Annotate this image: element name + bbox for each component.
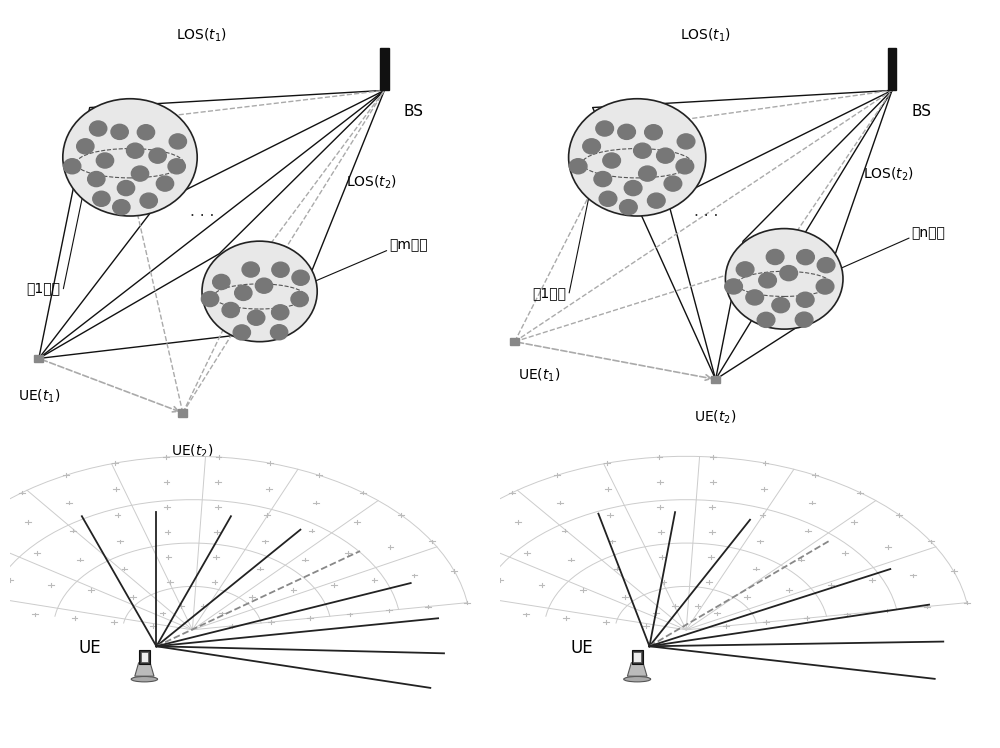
Polygon shape <box>627 663 647 676</box>
Circle shape <box>664 176 682 191</box>
Bar <box>510 338 519 346</box>
Circle shape <box>270 325 288 340</box>
Circle shape <box>235 285 252 301</box>
Text: UE($t_1$): UE($t_1$) <box>518 367 560 384</box>
Circle shape <box>111 124 128 139</box>
Circle shape <box>88 171 105 186</box>
Ellipse shape <box>624 676 651 682</box>
Circle shape <box>169 134 186 149</box>
Circle shape <box>594 171 612 186</box>
Circle shape <box>213 275 230 289</box>
Circle shape <box>131 166 149 181</box>
Circle shape <box>242 262 259 277</box>
Ellipse shape <box>131 676 158 682</box>
Circle shape <box>90 121 107 136</box>
Circle shape <box>797 250 814 265</box>
Text: BS: BS <box>404 104 424 119</box>
Circle shape <box>569 99 706 216</box>
Circle shape <box>596 121 614 136</box>
Circle shape <box>676 159 694 174</box>
Circle shape <box>766 249 784 265</box>
Text: LOS($t_1$): LOS($t_1$) <box>680 27 731 44</box>
Circle shape <box>817 257 835 273</box>
Circle shape <box>291 292 308 307</box>
Circle shape <box>624 180 642 196</box>
Text: UE($t_2$): UE($t_2$) <box>171 442 214 459</box>
Circle shape <box>77 139 94 154</box>
Circle shape <box>255 278 273 293</box>
Bar <box>139 650 150 664</box>
Circle shape <box>757 313 775 328</box>
Text: 第1个簇: 第1个簇 <box>532 286 566 300</box>
Text: 第m个簇: 第m个簇 <box>389 239 428 252</box>
Circle shape <box>233 325 250 340</box>
Circle shape <box>603 153 620 168</box>
Circle shape <box>248 310 265 325</box>
Circle shape <box>137 125 155 140</box>
Circle shape <box>677 134 695 149</box>
Text: UE($t_1$): UE($t_1$) <box>18 387 60 405</box>
Text: BS: BS <box>912 104 932 119</box>
Circle shape <box>772 298 790 313</box>
Polygon shape <box>135 663 154 676</box>
Bar <box>711 375 720 383</box>
Circle shape <box>736 262 754 277</box>
Text: UE: UE <box>570 639 593 657</box>
Circle shape <box>569 159 587 174</box>
Bar <box>178 409 187 417</box>
Circle shape <box>202 241 317 342</box>
Circle shape <box>645 125 662 140</box>
Circle shape <box>583 139 600 154</box>
Circle shape <box>201 292 219 307</box>
Text: · · ·: · · · <box>694 209 718 224</box>
Circle shape <box>126 143 144 159</box>
Circle shape <box>64 159 81 174</box>
Circle shape <box>725 279 742 294</box>
Circle shape <box>796 292 814 307</box>
Circle shape <box>795 312 813 327</box>
Circle shape <box>657 148 674 163</box>
Circle shape <box>140 193 157 208</box>
Circle shape <box>93 191 110 206</box>
Text: 第n个簇: 第n个簇 <box>912 226 945 240</box>
Circle shape <box>272 262 289 278</box>
Bar <box>633 652 641 662</box>
Circle shape <box>113 200 130 215</box>
Circle shape <box>292 270 309 285</box>
Circle shape <box>759 273 776 288</box>
Circle shape <box>63 99 197 216</box>
Circle shape <box>634 143 651 159</box>
Bar <box>141 652 148 662</box>
Bar <box>34 355 43 362</box>
Text: 第1个簇: 第1个簇 <box>27 281 61 295</box>
Circle shape <box>168 159 185 174</box>
Circle shape <box>599 191 617 206</box>
Circle shape <box>746 290 764 305</box>
Circle shape <box>816 279 834 294</box>
Circle shape <box>117 180 135 196</box>
Circle shape <box>618 124 635 139</box>
Text: LOS($t_2$): LOS($t_2$) <box>863 165 914 183</box>
Circle shape <box>780 266 798 280</box>
Circle shape <box>149 148 166 163</box>
Circle shape <box>222 302 239 318</box>
Circle shape <box>647 193 665 208</box>
Text: UE($t_2$): UE($t_2$) <box>694 408 737 426</box>
Circle shape <box>639 166 656 181</box>
Text: UE: UE <box>79 639 101 657</box>
Bar <box>632 650 643 664</box>
Text: LOS($t_1$): LOS($t_1$) <box>176 27 228 44</box>
Circle shape <box>620 200 637 215</box>
Circle shape <box>272 304 289 320</box>
Text: · · ·: · · · <box>190 209 214 224</box>
Circle shape <box>96 153 114 168</box>
Bar <box>888 49 896 91</box>
Circle shape <box>725 229 843 329</box>
Text: LOS($t_2$): LOS($t_2$) <box>346 174 397 191</box>
Bar <box>380 49 389 91</box>
Circle shape <box>156 176 174 191</box>
